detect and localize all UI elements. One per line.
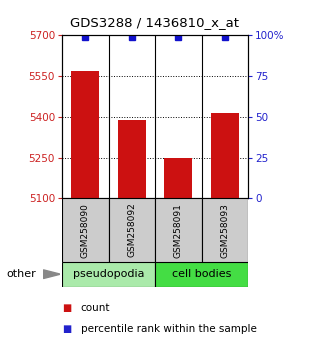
Text: GDS3288 / 1436810_x_at: GDS3288 / 1436810_x_at — [70, 17, 240, 29]
Bar — [118, 120, 146, 198]
Text: cell bodies: cell bodies — [172, 269, 231, 279]
Bar — [155, 198, 202, 262]
Text: ■: ■ — [62, 324, 71, 334]
Text: pseudopodia: pseudopodia — [73, 269, 144, 279]
Text: ■: ■ — [62, 303, 71, 313]
Text: other: other — [6, 269, 36, 279]
Text: percentile rank within the sample: percentile rank within the sample — [81, 324, 256, 334]
Text: count: count — [81, 303, 110, 313]
Bar — [155, 262, 248, 287]
Bar — [211, 113, 239, 198]
Text: GSM258092: GSM258092 — [127, 203, 136, 257]
Text: GSM258093: GSM258093 — [220, 202, 229, 258]
Bar — [202, 198, 248, 262]
Text: GSM258091: GSM258091 — [174, 202, 183, 258]
Bar — [71, 71, 99, 198]
Text: GSM258090: GSM258090 — [81, 202, 90, 258]
Bar — [62, 262, 155, 287]
Bar — [62, 198, 108, 262]
Polygon shape — [43, 270, 60, 279]
Bar — [108, 198, 155, 262]
Bar — [164, 158, 192, 198]
